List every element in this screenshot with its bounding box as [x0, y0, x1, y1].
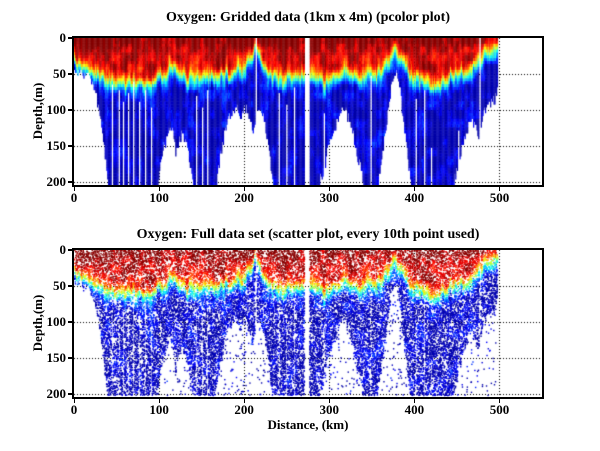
x-tick-mark [243, 399, 246, 403]
x-tick-label: 500 [489, 190, 510, 205]
y-tick-mark [68, 285, 72, 287]
x-tick-label: 100 [149, 402, 169, 417]
x-tick-mark [328, 399, 331, 403]
bottom-plot-title: Oxygen: Full data set (scatter plot, eve… [136, 227, 480, 242]
bottom-plot-area [72, 248, 544, 399]
y-tick-mark [68, 249, 72, 251]
x-tick-label: 400 [404, 402, 425, 417]
x-tick-label: 400 [404, 190, 425, 205]
y-tick-label: 0 [59, 30, 67, 45]
x-tick-mark [498, 399, 501, 403]
x-tick-mark [73, 187, 75, 191]
x-tick-label: 300 [319, 190, 340, 205]
x-tick-mark [158, 399, 161, 403]
y-tick-mark [68, 321, 72, 323]
x-tick-mark [328, 187, 331, 191]
top-plot-title: Oxygen: Gridded data (1km x 4m) (pcolor … [165, 10, 450, 25]
x-tick-label: 300 [319, 402, 340, 417]
y-tick-mark [68, 73, 72, 75]
x-tick-mark [158, 187, 161, 191]
y-tick-mark [68, 145, 72, 147]
y-tick-label: 50 [53, 278, 66, 294]
y-tick-mark [68, 181, 72, 183]
y-tick-label: 100 [46, 314, 67, 330]
y-tick-mark [68, 357, 72, 359]
x-tick-label: 500 [489, 402, 510, 417]
y-tick-label: 150 [46, 350, 67, 366]
y-tick-label: 50 [53, 66, 66, 82]
x-tick-label: 100 [149, 190, 169, 205]
x-tick-mark [73, 399, 75, 403]
y-tick-label: 200 [46, 386, 67, 402]
x-axis-label: Distance, (km) [267, 417, 349, 432]
x-tick-mark [243, 187, 246, 191]
x-tick-mark [413, 399, 416, 403]
scatter-plot-canvas [74, 250, 542, 397]
y-tick-label: 200 [46, 174, 67, 190]
x-tick-mark [498, 187, 501, 191]
y-tick-mark [68, 109, 72, 111]
top-plot-area [72, 36, 544, 187]
y-tick-label: 150 [46, 138, 67, 154]
y-tick-label: 100 [46, 102, 67, 118]
x-tick-label: 0 [70, 402, 78, 417]
x-tick-label: 200 [234, 190, 254, 205]
x-tick-label: 0 [70, 190, 78, 205]
y-tick-label: 0 [59, 242, 67, 257]
y-tick-mark [68, 393, 72, 395]
y-tick-mark [68, 37, 72, 39]
x-tick-label: 200 [234, 402, 254, 417]
x-tick-mark [413, 187, 416, 191]
pcolor-plot-canvas [74, 38, 542, 185]
